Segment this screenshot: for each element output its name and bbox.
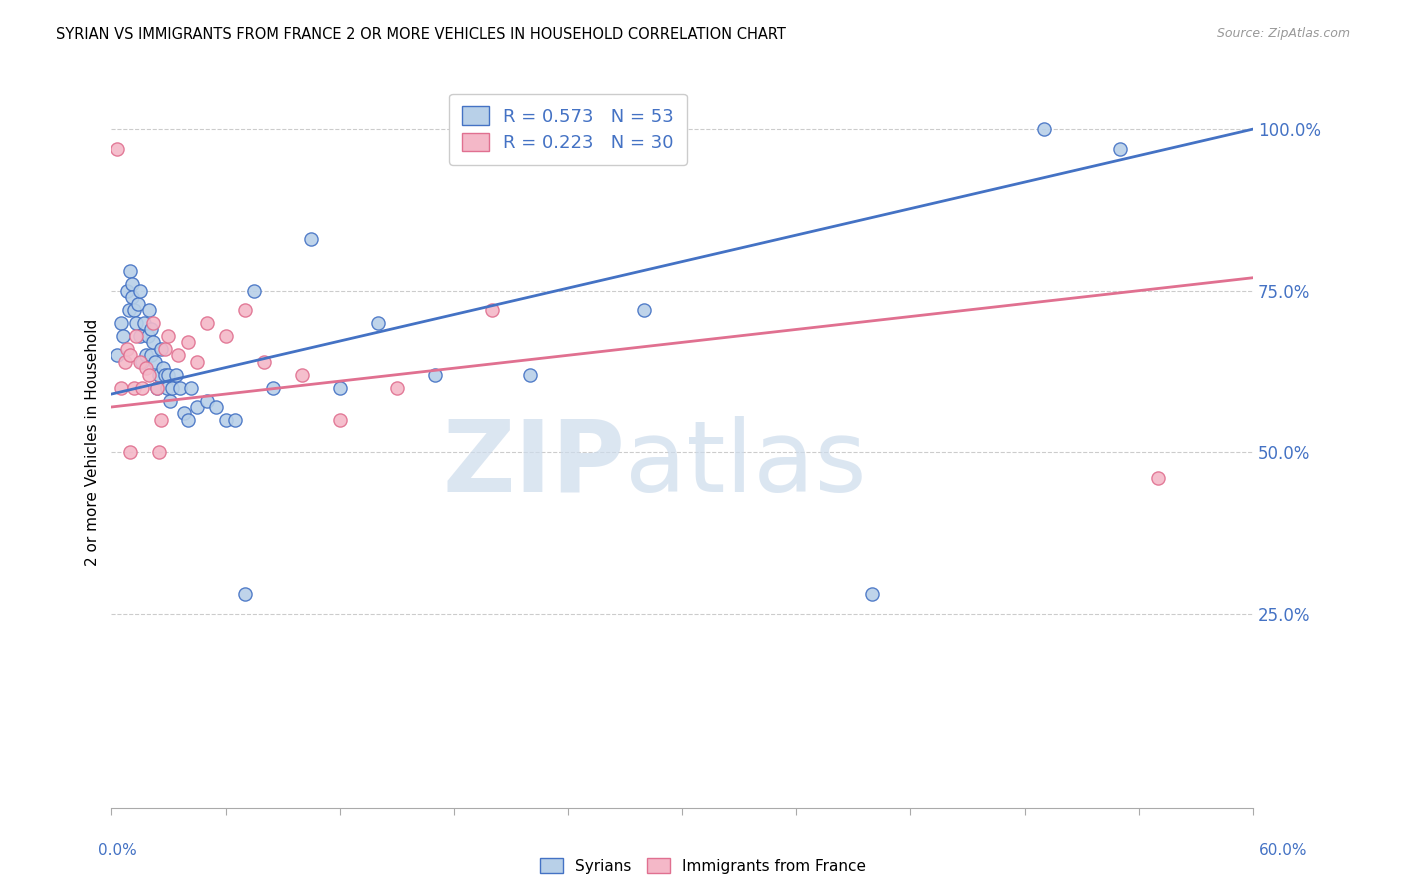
Point bbox=[111, 329, 134, 343]
Point bbox=[146, 381, 169, 395]
Point bbox=[125, 316, 148, 330]
Point bbox=[153, 342, 176, 356]
Text: 0.0%: 0.0% bbox=[98, 843, 138, 858]
Point bbox=[110, 381, 132, 395]
Point bbox=[243, 284, 266, 298]
Point bbox=[117, 303, 139, 318]
Point bbox=[148, 368, 170, 382]
Text: SYRIAN VS IMMIGRANTS FROM FRANCE 2 OR MORE VEHICLES IN HOUSEHOLD CORRELATION CHA: SYRIAN VS IMMIGRANTS FROM FRANCE 2 OR MO… bbox=[56, 27, 786, 42]
Point bbox=[122, 381, 145, 395]
Point bbox=[262, 381, 284, 395]
Legend: R = 0.573   N = 53, R = 0.223   N = 30: R = 0.573 N = 53, R = 0.223 N = 30 bbox=[449, 94, 686, 165]
Legend: Syrians, Immigrants from France: Syrians, Immigrants from France bbox=[534, 852, 872, 880]
Point bbox=[1032, 122, 1054, 136]
Point bbox=[423, 368, 446, 382]
Point bbox=[214, 329, 236, 343]
Point bbox=[135, 348, 157, 362]
Point bbox=[120, 445, 142, 459]
Point bbox=[153, 368, 176, 382]
Point bbox=[157, 329, 180, 343]
Point bbox=[180, 381, 202, 395]
Point bbox=[141, 348, 163, 362]
Point bbox=[152, 361, 174, 376]
Point bbox=[481, 303, 503, 318]
Point bbox=[120, 264, 142, 278]
Point bbox=[142, 335, 165, 350]
Point bbox=[186, 400, 208, 414]
Point bbox=[233, 587, 256, 601]
Point bbox=[149, 413, 172, 427]
Point bbox=[155, 381, 177, 395]
Text: Source: ZipAtlas.com: Source: ZipAtlas.com bbox=[1216, 27, 1350, 40]
Point bbox=[146, 381, 169, 395]
Point bbox=[120, 348, 142, 362]
Point bbox=[159, 393, 181, 408]
Point bbox=[138, 368, 160, 382]
Point bbox=[1146, 471, 1168, 485]
Point bbox=[125, 329, 148, 343]
Point bbox=[176, 335, 198, 350]
Text: 60.0%: 60.0% bbox=[1260, 843, 1308, 858]
Point bbox=[162, 381, 184, 395]
Point bbox=[195, 393, 218, 408]
Point bbox=[519, 368, 541, 382]
Point bbox=[131, 381, 153, 395]
Point bbox=[224, 413, 246, 427]
Point bbox=[143, 355, 166, 369]
Point bbox=[129, 355, 152, 369]
Point bbox=[860, 587, 883, 601]
Point bbox=[105, 348, 128, 362]
Point bbox=[129, 329, 152, 343]
Point bbox=[114, 355, 136, 369]
Point bbox=[1108, 142, 1130, 156]
Point bbox=[367, 316, 389, 330]
Point bbox=[291, 368, 314, 382]
Point bbox=[299, 232, 322, 246]
Point bbox=[173, 407, 195, 421]
Point bbox=[205, 400, 228, 414]
Point bbox=[186, 355, 208, 369]
Point bbox=[110, 316, 132, 330]
Point bbox=[136, 329, 159, 343]
Point bbox=[633, 303, 655, 318]
Point bbox=[385, 381, 408, 395]
Point bbox=[252, 355, 274, 369]
Point bbox=[329, 413, 352, 427]
Point bbox=[135, 361, 157, 376]
Text: atlas: atlas bbox=[626, 416, 866, 513]
Point bbox=[115, 284, 138, 298]
Point bbox=[329, 381, 352, 395]
Point bbox=[132, 316, 155, 330]
Point bbox=[115, 342, 138, 356]
Point bbox=[121, 277, 143, 292]
Point bbox=[157, 368, 180, 382]
Point bbox=[195, 316, 218, 330]
Point bbox=[105, 142, 128, 156]
Point bbox=[131, 355, 153, 369]
Point bbox=[214, 413, 236, 427]
Point bbox=[233, 303, 256, 318]
Point bbox=[122, 303, 145, 318]
Text: ZIP: ZIP bbox=[441, 416, 626, 513]
Point bbox=[169, 381, 191, 395]
Point bbox=[167, 348, 190, 362]
Point bbox=[148, 445, 170, 459]
Point bbox=[176, 413, 198, 427]
Y-axis label: 2 or more Vehicles in Household: 2 or more Vehicles in Household bbox=[86, 319, 100, 566]
Point bbox=[142, 316, 165, 330]
Point bbox=[129, 284, 152, 298]
Point bbox=[149, 342, 172, 356]
Point bbox=[127, 296, 149, 310]
Point bbox=[138, 303, 160, 318]
Point bbox=[165, 368, 187, 382]
Point bbox=[121, 290, 143, 304]
Point bbox=[141, 322, 163, 336]
